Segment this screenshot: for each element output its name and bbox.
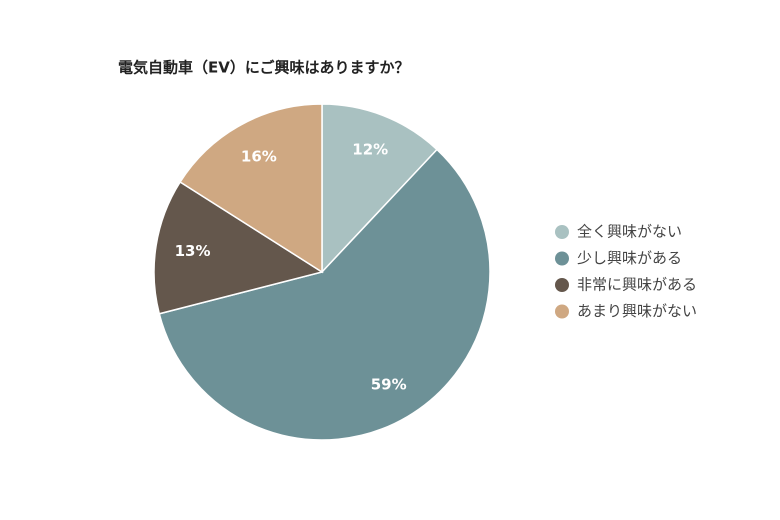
legend-marker	[555, 304, 569, 319]
legend-marker	[555, 225, 569, 239]
legend-label: 非常に興味がある	[577, 276, 697, 294]
pie-slice	[153, 180, 324, 315]
pie-slice	[158, 148, 491, 441]
legend-marker	[555, 251, 569, 266]
legend-label: 少し興味がある	[577, 249, 682, 267]
legend-label: あまり興味がない	[577, 302, 697, 320]
value-label: 13%	[175, 242, 211, 260]
pie-slice	[179, 103, 323, 274]
legend-marker	[555, 278, 569, 292]
value-label: 12%	[352, 141, 388, 159]
legend-label: 全く興味がない	[577, 223, 682, 241]
value-label: 16%	[241, 148, 277, 166]
value-label: 59%	[371, 375, 407, 393]
chart-title: 電気自動車（EV）にご興味はありますか？	[118, 59, 410, 77]
pie-slice	[321, 103, 439, 274]
